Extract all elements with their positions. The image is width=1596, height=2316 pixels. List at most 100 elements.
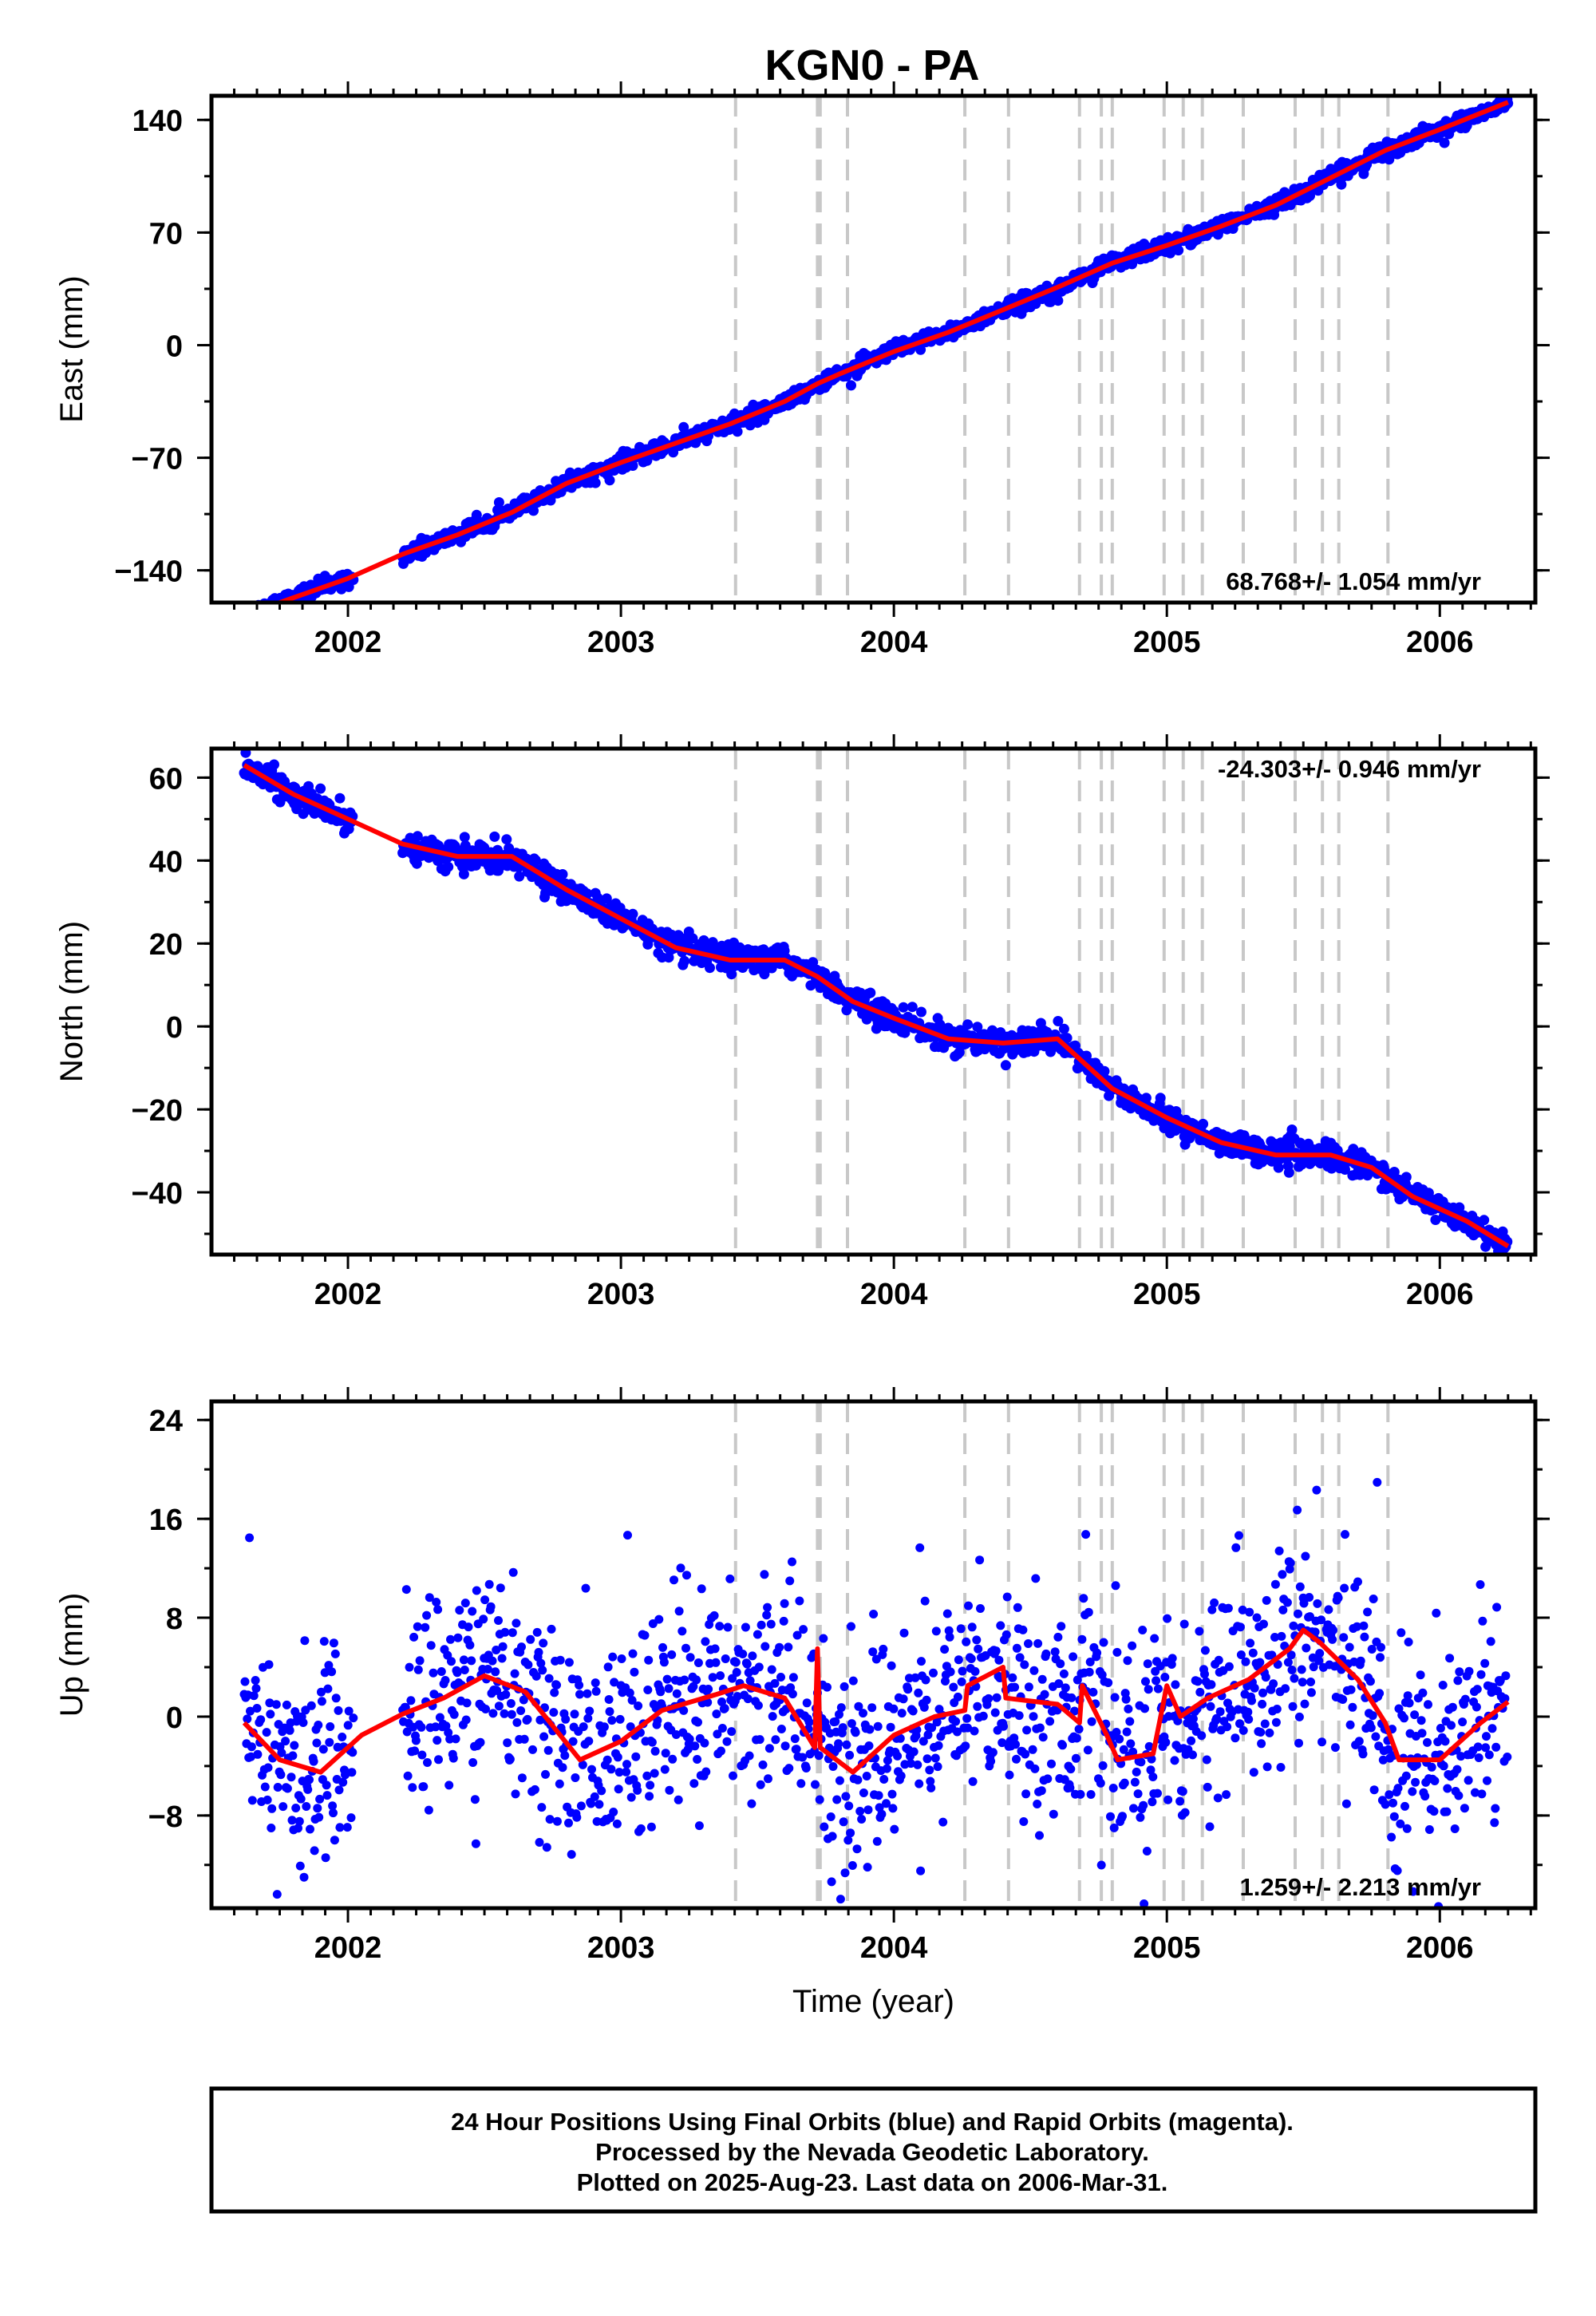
data-point xyxy=(249,1691,259,1701)
data-point xyxy=(488,1709,498,1718)
y-tick-label: −70 xyxy=(132,443,183,476)
data-point xyxy=(252,611,263,621)
data-point xyxy=(764,1744,774,1753)
data-point xyxy=(847,1719,856,1729)
data-point xyxy=(868,1647,878,1657)
data-point xyxy=(1124,1704,1133,1713)
data-point xyxy=(255,610,266,620)
data-point xyxy=(642,939,654,950)
data-point xyxy=(1317,1737,1326,1747)
data-point xyxy=(1069,1652,1078,1662)
data-point xyxy=(306,1701,316,1710)
data-point xyxy=(1195,1626,1204,1636)
data-point xyxy=(1140,1093,1152,1104)
data-point xyxy=(1330,1743,1340,1753)
data-point xyxy=(842,1740,851,1749)
data-point xyxy=(1106,1812,1115,1821)
data-point xyxy=(712,1709,721,1719)
data-point xyxy=(1015,1653,1025,1662)
data-point xyxy=(975,1555,985,1565)
data-point xyxy=(1087,1717,1096,1726)
data-point xyxy=(1088,1687,1098,1697)
data-point xyxy=(348,1748,358,1757)
data-point xyxy=(1306,1688,1316,1697)
data-point xyxy=(1092,1648,1102,1658)
data-point xyxy=(1448,1702,1457,1712)
data-point xyxy=(1367,1645,1377,1654)
data-point xyxy=(1021,1789,1031,1799)
data-point xyxy=(944,1626,954,1635)
data-point xyxy=(790,1734,800,1744)
data-point xyxy=(909,1747,918,1757)
data-point xyxy=(500,1627,510,1637)
data-point xyxy=(537,1803,547,1812)
data-point xyxy=(728,1674,737,1683)
data-point xyxy=(970,1726,979,1736)
data-point xyxy=(1126,1739,1136,1749)
data-point xyxy=(535,1715,545,1725)
data-point xyxy=(1224,1662,1234,1671)
data-point xyxy=(277,1748,286,1757)
data-point xyxy=(1153,1788,1162,1798)
data-point xyxy=(254,609,264,619)
data-point xyxy=(1277,1631,1286,1641)
data-point xyxy=(1014,1711,1024,1721)
data-point xyxy=(832,1795,842,1804)
data-point xyxy=(766,1619,776,1629)
data-point xyxy=(756,1780,765,1789)
data-point xyxy=(646,1822,656,1832)
data-point xyxy=(1369,1785,1379,1795)
data-point xyxy=(954,1047,965,1058)
data-point xyxy=(512,1717,522,1727)
data-point xyxy=(670,1575,678,1585)
data-point xyxy=(1022,1725,1032,1735)
data-point xyxy=(1481,1743,1491,1753)
data-point xyxy=(271,1700,281,1709)
data-point xyxy=(319,1637,329,1646)
data-point xyxy=(508,1567,518,1577)
data-point xyxy=(246,613,256,623)
data-point xyxy=(417,1750,427,1760)
data-point xyxy=(338,1733,347,1741)
data-point xyxy=(961,1741,970,1751)
data-point xyxy=(1098,1761,1108,1770)
data-point xyxy=(1281,1684,1290,1694)
data-point xyxy=(1418,1688,1428,1697)
data-point xyxy=(590,477,601,488)
data-point xyxy=(315,1794,325,1804)
data-point xyxy=(1317,1615,1326,1625)
data-point xyxy=(1255,1658,1265,1667)
data-point xyxy=(1396,1819,1405,1828)
data-point xyxy=(855,1807,865,1816)
data-point xyxy=(444,1780,454,1790)
data-point xyxy=(262,1728,271,1737)
data-point xyxy=(532,1627,542,1637)
data-point xyxy=(933,1762,942,1772)
data-point xyxy=(1206,1701,1215,1711)
panel-north: 2002 2003 2004 2005 2006 −40 −20 0 20 40 60 North (… xyxy=(54,734,1550,1311)
data-point xyxy=(1235,1719,1244,1729)
data-point xyxy=(1065,1783,1075,1792)
data-point xyxy=(1010,1682,1020,1692)
data-point xyxy=(967,1622,977,1632)
data-point xyxy=(252,1704,262,1713)
data-point xyxy=(541,1769,550,1779)
data-point xyxy=(1148,1797,1157,1807)
data-point xyxy=(247,1742,256,1752)
data-point xyxy=(1049,1809,1058,1819)
data-point xyxy=(578,1760,587,1769)
data-point xyxy=(552,1680,561,1690)
data-point xyxy=(484,1579,494,1589)
data-point xyxy=(1378,1755,1388,1765)
data-point xyxy=(1241,1657,1250,1666)
data-point xyxy=(992,1693,1001,1702)
data-point xyxy=(823,1682,832,1692)
data-point xyxy=(503,1738,512,1748)
y-tick-label: 60 xyxy=(149,762,183,796)
data-point xyxy=(1112,1647,1122,1657)
data-point xyxy=(1057,1622,1066,1631)
footer-box: 24 Hour Positions Using Final Orbits (bl… xyxy=(209,2086,1538,2214)
data-point xyxy=(1430,1777,1440,1785)
data-point xyxy=(1061,1683,1070,1693)
data-point xyxy=(633,1785,642,1795)
